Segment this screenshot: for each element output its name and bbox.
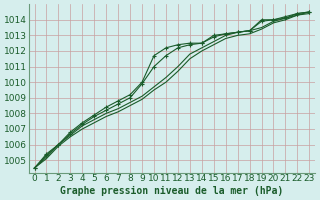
X-axis label: Graphe pression niveau de la mer (hPa): Graphe pression niveau de la mer (hPa) [60, 186, 284, 196]
